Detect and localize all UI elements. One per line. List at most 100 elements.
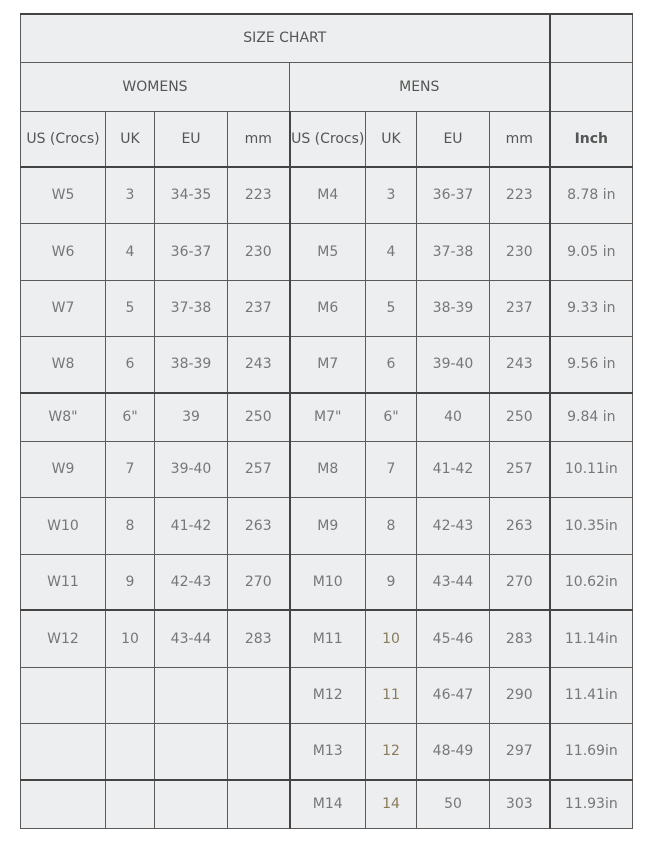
- cell-mens-mm: 297: [488, 722, 551, 781]
- table-row: W11 9 42-43 270 M10 9 43-44 270 10.62in: [20, 553, 634, 611]
- cell-womens-mm: 243: [227, 335, 290, 394]
- cell-womens-eu: 39-40: [154, 440, 228, 498]
- cell-inch: 9.05 in: [548, 222, 634, 281]
- cell-mens-mm: 270: [488, 553, 551, 611]
- cell-mens-uk: 8: [365, 496, 417, 555]
- cell-womens-uk: 8: [105, 496, 155, 555]
- cell-mens-mm: 257: [488, 440, 551, 498]
- empty-cell: [548, 13, 634, 63]
- header-mens-uk: UK: [365, 110, 417, 168]
- cell-womens-us: [20, 722, 106, 781]
- empty-cell: [548, 61, 634, 112]
- table-row: W6 4 36-37 230 M5 4 37-38 230 9.05 in: [20, 222, 634, 281]
- cell-inch: 9.84 in: [548, 392, 634, 442]
- cell-mens-eu: 40: [416, 392, 490, 442]
- cell-mens-mm: 237: [488, 279, 551, 337]
- cell-mens-us: M8: [288, 440, 366, 498]
- cell-womens-mm: 257: [227, 440, 290, 498]
- cell-mens-mm: 230: [488, 222, 551, 281]
- cell-mens-us: M11: [288, 609, 366, 668]
- cell-mens-mm: 243: [488, 335, 551, 394]
- table-row: W7 5 37-38 237 M6 5 38-39 237 9.33 in: [20, 279, 634, 337]
- cell-mens-uk: 5: [365, 279, 417, 337]
- cell-mens-us: M6: [288, 279, 366, 337]
- cell-mens-us: M5: [288, 222, 366, 281]
- cell-mens-uk: 11: [365, 666, 417, 724]
- cell-mens-mm: 223: [488, 166, 551, 224]
- cell-womens-mm: 250: [227, 392, 290, 442]
- cell-womens-us: W9: [20, 440, 106, 498]
- cell-inch: 10.11in: [548, 440, 634, 498]
- size-chart-table: SIZE CHART WOMENS MENS US (Crocs) UK EU mm U…: [19, 13, 634, 829]
- table-row: M13 12 48-49 297 11.69in: [20, 722, 634, 781]
- cell-womens-us: W5: [20, 166, 106, 224]
- cell-inch: 9.33 in: [548, 279, 634, 337]
- cell-womens-mm: 283: [227, 609, 290, 668]
- cell-mens-uk: 4: [365, 222, 417, 281]
- cell-mens-eu: 42-43: [416, 496, 490, 555]
- cell-mens-mm: 283: [488, 609, 551, 668]
- cell-womens-us: W11: [20, 553, 106, 611]
- cell-mens-uk: 14: [365, 779, 417, 829]
- cell-womens-us: W6: [20, 222, 106, 281]
- cell-mens-eu: 48-49: [416, 722, 490, 781]
- table-row: M14 14 50 303 11.93in: [20, 779, 634, 829]
- cell-mens-eu: 36-37: [416, 166, 490, 224]
- cell-womens-uk: 6: [105, 335, 155, 394]
- cell-mens-eu: 37-38: [416, 222, 490, 281]
- header-mens-mm: mm: [488, 110, 551, 168]
- cell-mens-us: M14: [288, 779, 366, 829]
- cell-mens-us: M7: [288, 335, 366, 394]
- cell-mens-us: M12: [288, 666, 366, 724]
- cell-womens-eu: 42-43: [154, 553, 228, 611]
- cell-womens-eu: 38-39: [154, 335, 228, 394]
- cell-womens-uk: 9: [105, 553, 155, 611]
- cell-mens-eu: 50: [416, 779, 490, 829]
- womens-group-header: WOMENS: [20, 61, 290, 112]
- cell-womens-eu: 43-44: [154, 609, 228, 668]
- cell-mens-eu: 41-42: [416, 440, 490, 498]
- cell-mens-mm: 303: [488, 779, 551, 829]
- cell-womens-uk: 10: [105, 609, 155, 668]
- cell-womens-uk: [105, 666, 155, 724]
- table-row: W10 8 41-42 263 M9 8 42-43 263 10.35in: [20, 496, 634, 555]
- cell-womens-eu: 37-38: [154, 279, 228, 337]
- cell-mens-mm: 250: [488, 392, 551, 442]
- cell-womens-uk: 6": [105, 392, 155, 442]
- cell-womens-mm: 263: [227, 496, 290, 555]
- cell-womens-mm: [227, 666, 290, 724]
- cell-mens-eu: 39-40: [416, 335, 490, 394]
- cell-womens-mm: 237: [227, 279, 290, 337]
- cell-mens-uk: 6": [365, 392, 417, 442]
- table-row: W5 3 34-35 223 M4 3 36-37 223 8.78 in: [20, 166, 634, 224]
- cell-inch: 9.56 in: [548, 335, 634, 394]
- cell-mens-eu: 43-44: [416, 553, 490, 611]
- cell-womens-mm: [227, 722, 290, 781]
- cell-womens-us: W12: [20, 609, 106, 668]
- cell-mens-uk: 10: [365, 609, 417, 668]
- cell-mens-uk: 6: [365, 335, 417, 394]
- header-womens-us: US (Crocs): [20, 110, 106, 168]
- cell-womens-eu: 36-37: [154, 222, 228, 281]
- cell-mens-mm: 290: [488, 666, 551, 724]
- cell-womens-mm: 230: [227, 222, 290, 281]
- header-womens-eu: EU: [154, 110, 228, 168]
- cell-womens-eu: [154, 722, 228, 781]
- cell-womens-us: W7: [20, 279, 106, 337]
- cell-womens-eu: [154, 666, 228, 724]
- table-row: M12 11 46-47 290 11.41in: [20, 666, 634, 724]
- cell-inch: 11.14in: [548, 609, 634, 668]
- cell-mens-uk: 7: [365, 440, 417, 498]
- cell-mens-us: M13: [288, 722, 366, 781]
- table-row: W8 6 38-39 243 M7 6 39-40 243 9.56 in: [20, 335, 634, 394]
- mens-group-header: MENS: [288, 61, 551, 112]
- cell-mens-us: M7": [288, 392, 366, 442]
- cell-inch: 11.93in: [548, 779, 634, 829]
- cell-womens-mm: 223: [227, 166, 290, 224]
- cell-womens-eu: 39: [154, 392, 228, 442]
- cell-womens-mm: [227, 779, 290, 829]
- cell-womens-uk: 4: [105, 222, 155, 281]
- cell-mens-eu: 46-47: [416, 666, 490, 724]
- cell-inch: 11.41in: [548, 666, 634, 724]
- cell-womens-us: W8: [20, 335, 106, 394]
